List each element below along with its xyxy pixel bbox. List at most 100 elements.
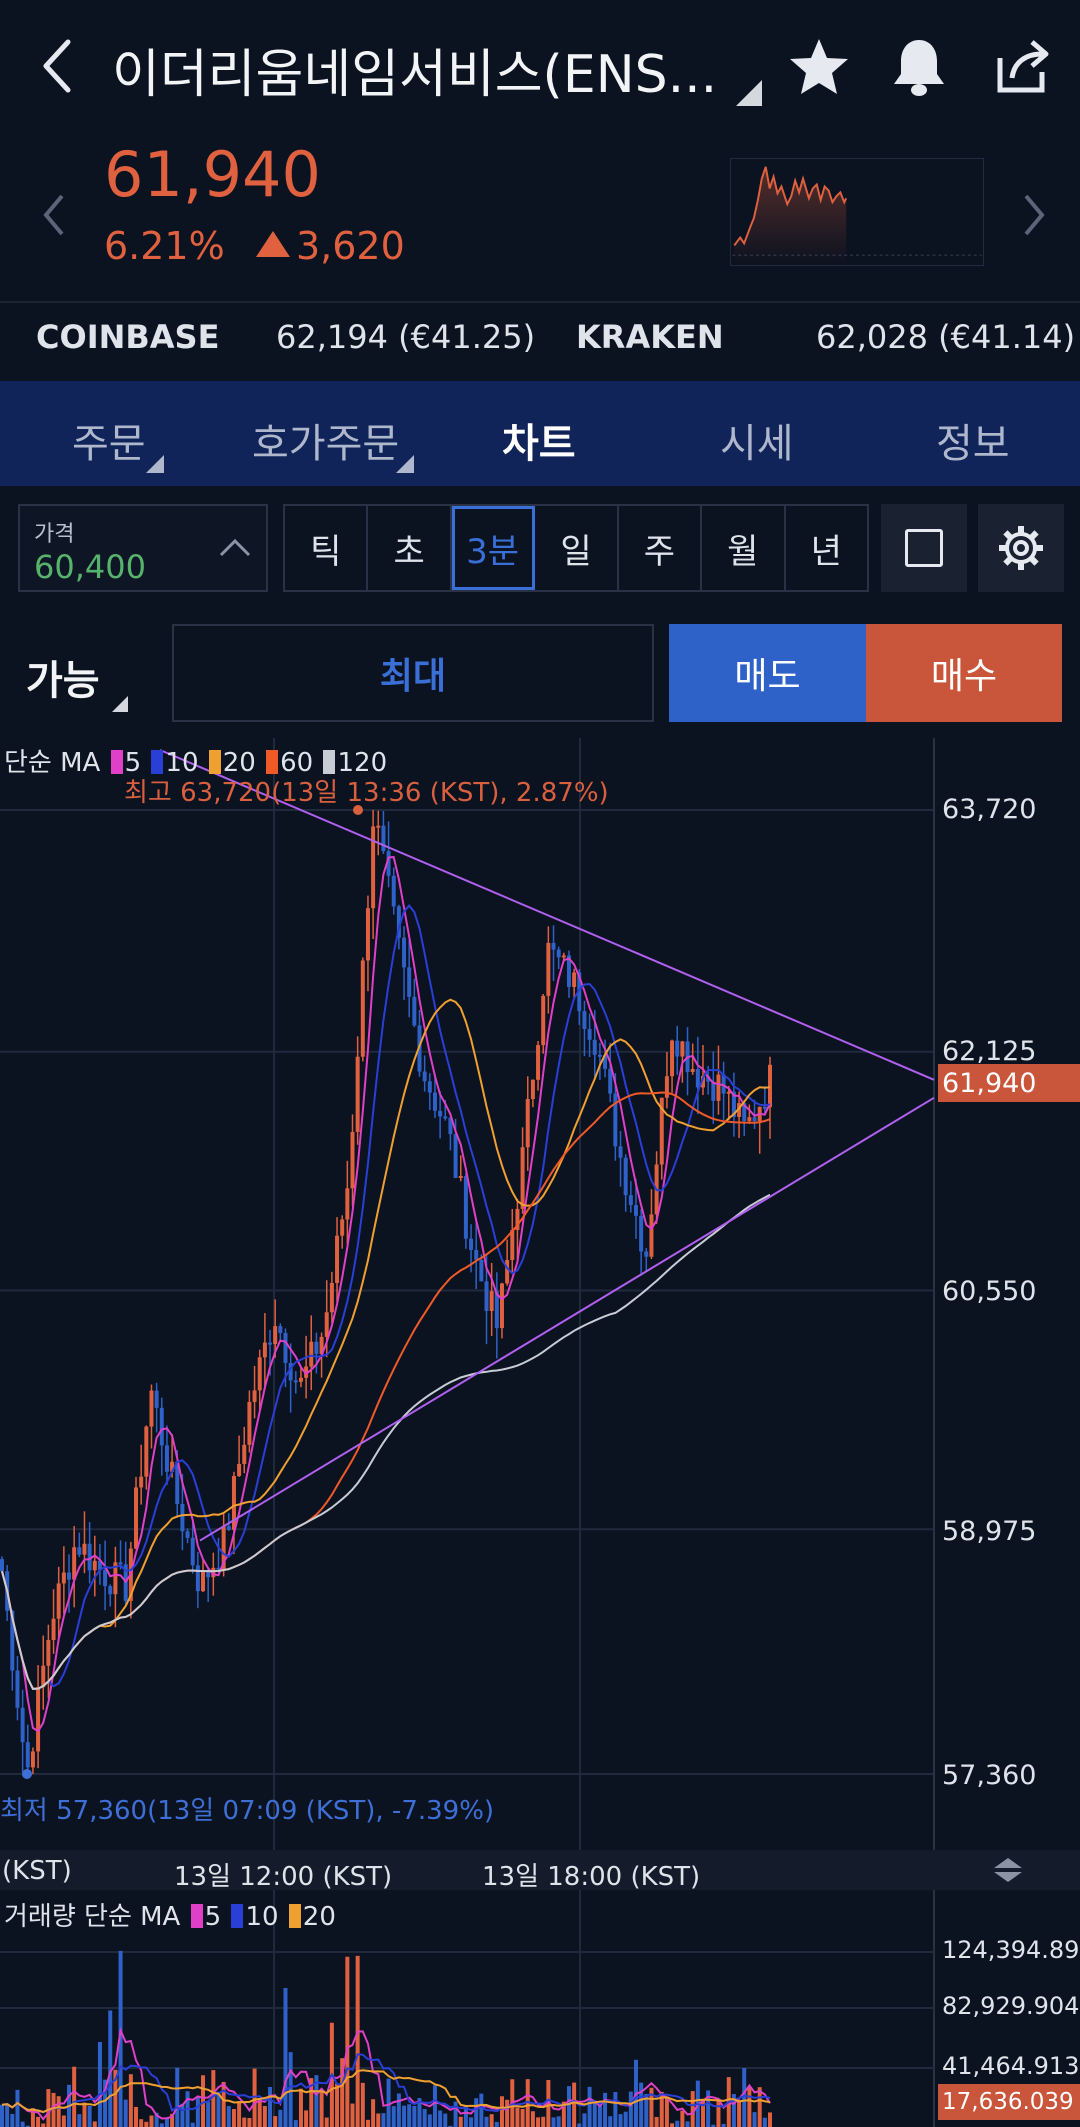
volume-bar: [15, 2089, 20, 2127]
volume-bar: [742, 2068, 747, 2127]
tab-order[interactable]: 주문: [72, 421, 146, 467]
volume-bar: [103, 2079, 108, 2127]
volume-bar: [381, 2113, 386, 2127]
volume-tick-label: 124,394.898: [942, 1936, 1080, 1964]
volume-bar: [463, 2105, 468, 2127]
share-icon[interactable]: [990, 34, 1056, 100]
candle-body: [603, 1055, 608, 1069]
interval-day[interactable]: 일: [535, 506, 619, 590]
next-coin-icon[interactable]: [1018, 190, 1048, 240]
resize-handle-icon[interactable]: [990, 1856, 1026, 1884]
candle-body: [190, 1537, 195, 1566]
volume-bar: [608, 2116, 613, 2127]
low-annotation: 최저 57,360(13일 07:09 (KST), -7.39%): [0, 1796, 495, 1826]
candle-body: [304, 1366, 309, 1378]
interval-3min[interactable]: 3분: [451, 506, 536, 590]
volume-bar: [319, 2091, 324, 2127]
prev-coin-icon[interactable]: [40, 190, 70, 240]
candle-body: [737, 1103, 742, 1117]
change-amount-value: 3,620: [296, 224, 405, 268]
candle-body: [30, 1751, 35, 1768]
interval-tick[interactable]: 틱: [285, 506, 369, 590]
x-tick-label: 13일 18:00 (KST): [482, 1862, 701, 1892]
time-axis[interactable]: (KST) 13일 12:00 (KST) 13일 18:00 (KST): [0, 1850, 1080, 1892]
volume-bar: [139, 2119, 144, 2127]
volume-bar: [350, 2103, 355, 2127]
volume-bar: [489, 2114, 494, 2127]
candle-body: [623, 1157, 628, 1196]
volume-bar: [474, 2098, 479, 2127]
tab-hoga-order[interactable]: 호가주문: [252, 421, 400, 467]
ma-line: [1, 856, 771, 1733]
tab-info[interactable]: 정보: [936, 421, 1010, 467]
tab-chart[interactable]: 차트: [502, 421, 576, 467]
volume-bar: [298, 2088, 303, 2127]
candle-body: [458, 1176, 463, 1179]
title-dropdown-icon[interactable]: [736, 80, 762, 106]
volume-bar: [128, 2074, 133, 2127]
candle-body: [520, 1147, 525, 1209]
candle-body: [706, 1076, 711, 1082]
available-label[interactable]: 가능: [26, 658, 100, 704]
fullscreen-button[interactable]: [881, 504, 967, 592]
interval-week[interactable]: 주: [619, 506, 703, 590]
volume-bar: [97, 2042, 102, 2127]
candle-body: [412, 996, 417, 1026]
sell-button[interactable]: 매도: [669, 624, 866, 722]
star-icon[interactable]: [786, 34, 852, 100]
price-chart[interactable]: 단순 MA 5 10 20 60 120 최고 63,720(13일 13:36…: [0, 738, 1080, 2127]
chevron-up-icon[interactable]: [218, 536, 252, 558]
volume-bar: [711, 2124, 716, 2127]
trend-line: [159, 749, 935, 1081]
candle-body: [438, 1110, 443, 1117]
candle-body: [288, 1362, 293, 1381]
volume-bar: [515, 2107, 520, 2127]
candle-body: [494, 1291, 499, 1329]
chart-canvas[interactable]: [0, 738, 1080, 2127]
tab-order-dropdown-icon: [146, 455, 164, 473]
candle-body: [716, 1074, 721, 1101]
candle-body: [556, 949, 561, 958]
bell-icon[interactable]: [886, 34, 952, 100]
volume-bar: [288, 2052, 293, 2127]
interval-second[interactable]: 초: [368, 506, 452, 590]
volume-bar: [700, 2100, 705, 2127]
exchange-coinbase-name: COINBASE: [36, 318, 220, 356]
volume-bar: [659, 2091, 664, 2127]
volume-bar: [283, 1987, 288, 2127]
candle-body: [386, 851, 391, 876]
volume-bar: [159, 2123, 164, 2127]
back-icon[interactable]: [36, 36, 86, 96]
interval-month[interactable]: 월: [702, 506, 786, 590]
volume-bar: [469, 2117, 474, 2127]
candle-body: [365, 908, 370, 961]
candle-body: [592, 1039, 597, 1055]
volume-bar: [603, 2092, 608, 2127]
page-title[interactable]: 이더리움네임서비스(ENS...: [112, 45, 718, 105]
sparkline-chart[interactable]: [730, 158, 984, 266]
settings-button[interactable]: [978, 504, 1064, 592]
candle-body: [46, 1639, 51, 1666]
volume-bar: [690, 2091, 695, 2127]
buy-button[interactable]: 매수: [866, 624, 1062, 722]
price-input[interactable]: 가격 60,400: [18, 504, 268, 592]
interval-year[interactable]: 년: [810, 531, 842, 572]
candle-body: [690, 1069, 695, 1073]
candle-body: [670, 1040, 675, 1077]
candle-body: [747, 1117, 752, 1121]
change-percent: 6.21%: [104, 224, 225, 268]
volume-bar: [72, 2066, 77, 2127]
volume-ma-legend: 거래량 단순 MA 5 10 20: [4, 1902, 336, 1932]
ma-line: [1, 904, 771, 1690]
volume-bar: [499, 2096, 504, 2127]
volume-bar: [762, 2117, 767, 2127]
candle-body: [664, 1076, 669, 1098]
price-input-label: 가격: [34, 522, 75, 547]
available-dropdown-icon[interactable]: [112, 696, 128, 712]
max-button[interactable]: 최대: [172, 624, 654, 722]
candle-body: [479, 1259, 484, 1282]
volume-bar: [582, 2113, 587, 2127]
candle-body: [566, 955, 571, 987]
candle-body: [41, 1665, 46, 1688]
tab-quote[interactable]: 시세: [720, 421, 794, 467]
